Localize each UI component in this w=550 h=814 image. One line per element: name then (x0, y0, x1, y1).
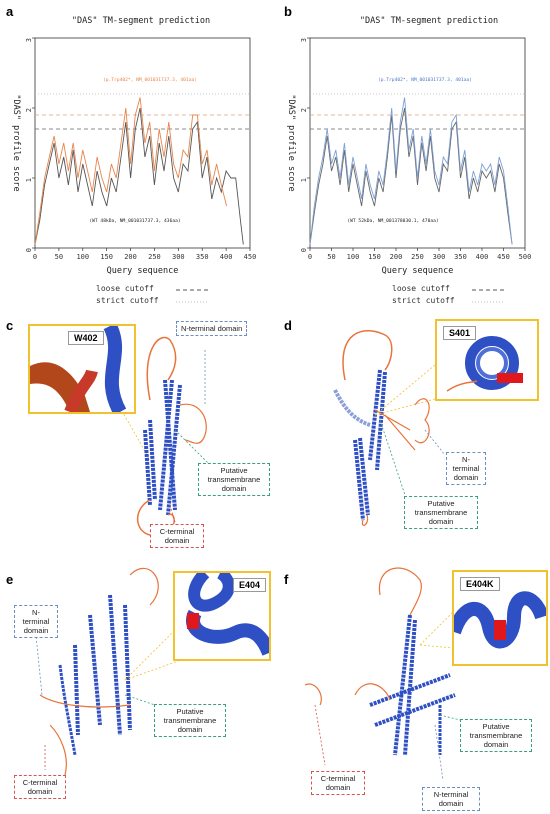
series-annotation-0: (p.Trp402*, NM_001031737.3, 401aa) (103, 77, 197, 83)
structure-f (304, 567, 476, 781)
d-transmembrane-label: Putative transmembrane domain (404, 496, 478, 529)
y-axis-label: "DAS" profile score (11, 94, 21, 191)
y-tick-label: 1 (300, 178, 308, 182)
x-tick-label: 100 (76, 253, 89, 261)
e-c-terminal-label: C-terminal domain (14, 775, 66, 799)
plot-frame (309, 37, 526, 249)
chart-a-legend-loose: loose cutoff (96, 284, 154, 293)
series-annotation-0: (p.Trp402*, NM_001031737.3, 401aa) (378, 77, 472, 83)
c-c-terminal-label: C-terminal domain (150, 524, 204, 548)
f-transmembrane-label: Putative transmembrane domain (460, 719, 532, 752)
y-tick-label: 1 (25, 178, 33, 182)
series-line-0 (34, 107, 244, 245)
series-line-0 (309, 107, 513, 245)
panel-letter-d: d (284, 318, 292, 333)
callout-d-zoom (446, 336, 523, 392)
callout-c-label: W402 (68, 331, 104, 345)
callout-c-zoom (30, 326, 127, 412)
chart-b-title: "DAS" TM-segment prediction (359, 16, 499, 26)
panel-letter-b: b (284, 4, 292, 19)
x-tick-label: 150 (100, 253, 113, 261)
structure-e (34, 567, 196, 776)
f-n-terminal-label: N-terminal domain (422, 787, 480, 811)
panel-letter-c: c (6, 318, 14, 333)
x-axis-label: Query sequence (382, 266, 454, 276)
x-tick-label: 450 (244, 253, 257, 261)
y-tick-label: 3 (300, 38, 308, 42)
x-tick-label: 50 (55, 253, 63, 261)
chart-a-legend-strict: strict cutoff (96, 296, 159, 305)
x-tick-label: 350 (454, 253, 467, 261)
callout-f-label: E404K (460, 577, 500, 591)
y-axis-label: "DAS" profile score (286, 94, 296, 191)
panel-letter-f: f (284, 572, 289, 587)
x-tick-label: 200 (124, 253, 137, 261)
series-annotation-1: (WT 52kDa, NM_001378030.1, 470aa) (347, 218, 438, 224)
x-tick-label: 400 (220, 253, 233, 261)
x-tick-label: 300 (172, 253, 185, 261)
callout-e: E404 (173, 571, 271, 661)
x-tick-label: 300 (433, 253, 446, 261)
callout-e-zoom (186, 573, 269, 656)
c-transmembrane-label: Putative transmembrane domain (198, 463, 270, 496)
series-line-1 (309, 97, 513, 245)
x-tick-label: 100 (347, 253, 360, 261)
x-axis-label: Query sequence (107, 266, 179, 276)
d-n-terminal-label: N-terminal domain (446, 452, 486, 485)
x-tick-label: 450 (497, 253, 510, 261)
e-transmembrane-label: Putative transmembrane domain (154, 704, 226, 737)
x-tick-label: 350 (196, 253, 209, 261)
x-tick-label: 0 (308, 253, 312, 261)
x-tick-label: 0 (33, 253, 37, 261)
chart-b: 0 50 100 150 200 250 300 350 400 450 500 0 1 2 3 Query … (286, 37, 532, 276)
chart-b-legend-swatches (472, 289, 504, 303)
y-tick-label: 2 (300, 108, 308, 112)
f-c-terminal-label: C-terminal domain (311, 771, 365, 795)
x-tick-label: 250 (148, 253, 161, 261)
e-n-terminal-label: N-terminal domain (14, 605, 58, 638)
x-tick-label: 200 (390, 253, 403, 261)
callout-e-label: E404 (233, 578, 267, 592)
x-tick-label: 50 (327, 253, 335, 261)
plot-frame (34, 37, 251, 249)
panel-letter-a: a (6, 4, 14, 19)
c-n-terminal-label: N-terminal domain (176, 321, 248, 336)
series-line-1 (34, 97, 228, 245)
callout-f-zoom (454, 591, 546, 649)
y-tick-label: 0 (300, 248, 308, 252)
y-tick-label: 0 (25, 248, 33, 252)
x-tick-label: 500 (519, 253, 532, 261)
x-tick-label: 400 (476, 253, 489, 261)
chart-a-legend-swatches (176, 289, 208, 303)
y-tick-label: 3 (25, 38, 33, 42)
chart-b-legend-strict: strict cutoff (392, 296, 455, 305)
callout-f: E404K (452, 570, 548, 666)
structure-d (333, 330, 451, 527)
x-tick-label: 250 (411, 253, 424, 261)
series-annotation-1: (WT 48kDa, NM_001031737.3, 436aa) (89, 218, 180, 224)
y-tick-label: 2 (25, 108, 33, 112)
callout-d: S401 (435, 319, 539, 401)
callout-d-label: S401 (443, 326, 477, 340)
panel-letter-e: e (6, 572, 14, 587)
x-tick-label: 150 (368, 253, 381, 261)
chart-a-title: "DAS" TM-segment prediction (71, 16, 211, 26)
callout-c: W402 (28, 324, 136, 414)
chart-a: 0 50 100 150 200 250 300 350 400 450 0 1 2 3 Query seq… (11, 37, 257, 276)
chart-b-legend-loose: loose cutoff (392, 284, 450, 293)
